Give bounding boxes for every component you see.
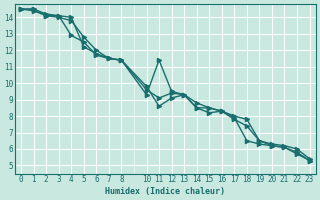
X-axis label: Humidex (Indice chaleur): Humidex (Indice chaleur) [105,187,225,196]
